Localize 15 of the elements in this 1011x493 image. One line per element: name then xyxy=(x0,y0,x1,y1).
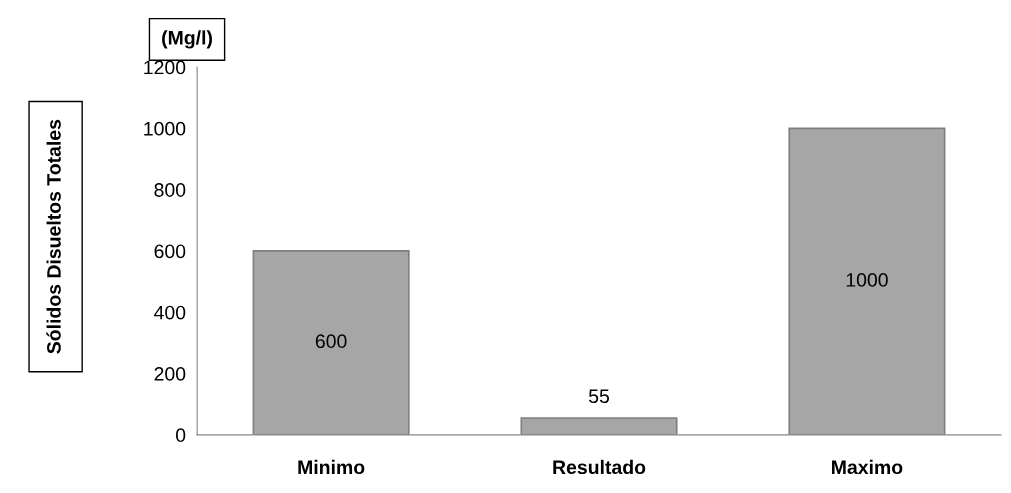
x-tick-label: Maximo xyxy=(832,459,903,475)
y-tick-label: 0 xyxy=(175,428,186,443)
y-tick-label: 800 xyxy=(154,183,186,197)
text: (Mg/l) xyxy=(162,30,212,49)
y-tick-label: 1000 xyxy=(144,121,186,136)
y-tick-label: 1200 xyxy=(144,60,186,75)
y-axis-title: Sólidos Disueltos Totales xyxy=(46,119,61,354)
y-tick-label: 200 xyxy=(154,367,186,381)
data-label: 1000 xyxy=(846,273,888,287)
y-tick-label: 400 xyxy=(154,305,186,320)
data-label: 600 xyxy=(315,334,347,349)
data-label: 55 xyxy=(588,389,610,404)
x-tick-label: Resultado xyxy=(553,459,646,475)
x-tick-label: Minimo xyxy=(298,459,365,475)
y-tick-label: 600 xyxy=(154,244,186,259)
